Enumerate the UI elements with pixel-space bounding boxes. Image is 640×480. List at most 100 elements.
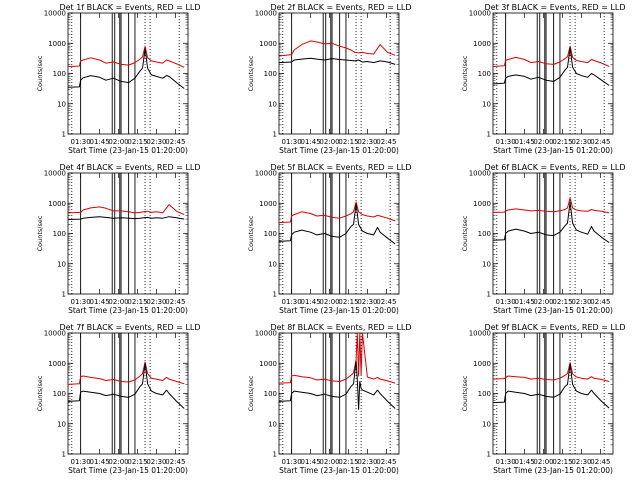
- x-tick-label: 02:00: [319, 458, 339, 466]
- y-tick-label: 100: [478, 70, 491, 78]
- x-axis-label: Start Time (23-Jan-15 01:20:00): [493, 306, 613, 315]
- x-tick-label: 02:45: [590, 458, 610, 466]
- y-tick-label: 10: [57, 100, 66, 108]
- x-axis-label: Start Time (23-Jan-15 01:20:00): [279, 146, 399, 155]
- x-tick-label: 01:30: [282, 458, 302, 466]
- x-tick-label: 02:00: [533, 138, 553, 146]
- lld-line: [493, 362, 610, 382]
- events-line: [279, 203, 396, 245]
- x-tick-label: 01:45: [514, 138, 534, 146]
- y-axis-label: Counts/sec: [461, 375, 469, 411]
- panel-title: Det 3f BLACK = Events, RED = LLD: [484, 3, 625, 12]
- x-axis-label: Start Time (23-Jan-15 01:20:00): [493, 466, 613, 475]
- x-tick-label: 01:45: [300, 138, 320, 146]
- x-tick-label: 02:00: [319, 298, 339, 306]
- x-tick-label: 02:30: [357, 138, 377, 146]
- x-tick-label: 02:45: [590, 138, 610, 146]
- x-tick-label: 01:30: [496, 458, 516, 466]
- events-line: [279, 57, 396, 65]
- x-tick-label: 02:15: [127, 138, 147, 146]
- x-axis-label: Start Time (23-Jan-15 01:20:00): [68, 466, 188, 475]
- plot-frame: [278, 332, 400, 455]
- lld-line: [279, 40, 396, 57]
- y-tick-label: 1000: [259, 200, 277, 208]
- y-axis-label: Counts/sec: [247, 215, 255, 251]
- x-tick-label: 02:00: [319, 138, 339, 146]
- x-tick-label: 02:30: [146, 298, 166, 306]
- x-tick-label: 01:45: [514, 458, 534, 466]
- lld-line: [68, 45, 185, 68]
- panel-title: Det 7f BLACK = Events, RED = LLD: [59, 323, 200, 332]
- panel-title: Det 9f BLACK = Events, RED = LLD: [484, 323, 625, 332]
- panel-title: Det 6f BLACK = Events, RED = LLD: [484, 163, 625, 172]
- y-axis-label: Counts/sec: [247, 55, 255, 91]
- x-tick-label: 01:30: [71, 138, 91, 146]
- x-tick-label: 02:30: [146, 458, 166, 466]
- x-tick-label: 02:15: [338, 138, 358, 146]
- x-tick-label: 01:30: [496, 138, 516, 146]
- x-tick-label: 02:45: [165, 298, 185, 306]
- x-tick-label: 02:45: [376, 298, 396, 306]
- detector-panel-2: Det 2f BLACK = Events, RED = LLD 1 10 100 10…: [247, 3, 412, 155]
- y-tick-label: 1: [62, 291, 66, 299]
- y-tick-label: 1: [273, 291, 277, 299]
- x-tick-label: 02:15: [338, 458, 358, 466]
- x-axis-label: Start Time (23-Jan-15 01:20:00): [68, 306, 188, 315]
- detector-panel-1: Det 1f BLACK = Events, RED = LLD 1 10 100 10…: [36, 3, 201, 155]
- lld-line: [279, 333, 396, 384]
- plot-frame: [67, 12, 189, 135]
- plot-frame: [67, 172, 189, 295]
- plot-frame: [278, 12, 400, 135]
- events-line: [279, 360, 396, 410]
- x-tick-label: 01:45: [300, 298, 320, 306]
- y-axis-label: Counts/sec: [461, 215, 469, 251]
- y-tick-label: 10: [482, 420, 491, 428]
- x-tick-label: 02:45: [590, 298, 610, 306]
- panel-title: Det 5f BLACK = Events, RED = LLD: [270, 163, 411, 172]
- lld-line: [493, 197, 610, 214]
- plot-frame: [492, 332, 614, 455]
- y-tick-label: 10000: [469, 330, 491, 338]
- x-tick-label: 02:45: [376, 138, 396, 146]
- panel-title: Det 8f BLACK = Events, RED = LLD: [270, 323, 411, 332]
- x-tick-label: 01:45: [89, 138, 109, 146]
- x-tick-label: 02:15: [552, 298, 572, 306]
- y-tick-label: 1000: [473, 40, 491, 48]
- y-axis-label: Counts/sec: [36, 55, 44, 91]
- x-tick-label: 02:45: [165, 138, 185, 146]
- y-tick-label: 10000: [44, 170, 66, 178]
- plot-frame: [492, 12, 614, 135]
- y-tick-label: 100: [264, 390, 277, 398]
- y-tick-label: 1: [487, 291, 491, 299]
- x-tick-label: 02:45: [376, 458, 396, 466]
- lld-line: [279, 201, 396, 224]
- y-tick-label: 10: [57, 260, 66, 268]
- x-tick-label: 01:30: [496, 298, 516, 306]
- y-tick-label: 10: [57, 420, 66, 428]
- lld-line: [68, 361, 185, 385]
- y-tick-label: 1000: [48, 40, 66, 48]
- x-tick-label: 02:30: [357, 298, 377, 306]
- detector-panel-8: Det 8f BLACK = Events, RED = LLD 1 10 100 10…: [247, 323, 412, 475]
- y-tick-label: 10000: [255, 330, 277, 338]
- y-tick-label: 1: [273, 451, 277, 459]
- x-tick-label: 02:00: [108, 298, 128, 306]
- x-axis-label: Start Time (23-Jan-15 01:20:00): [279, 306, 399, 315]
- y-tick-label: 1000: [473, 200, 491, 208]
- y-tick-label: 1000: [259, 40, 277, 48]
- y-tick-label: 10000: [44, 330, 66, 338]
- events-line: [493, 201, 610, 244]
- y-tick-label: 10000: [44, 10, 66, 18]
- x-tick-label: 01:45: [514, 298, 534, 306]
- y-tick-label: 10: [268, 260, 277, 268]
- y-axis-label: Counts/sec: [36, 375, 44, 411]
- x-tick-label: 02:30: [571, 138, 591, 146]
- y-tick-label: 1: [487, 451, 491, 459]
- y-tick-label: 100: [478, 390, 491, 398]
- lld-line: [68, 204, 185, 216]
- x-tick-label: 02:15: [127, 298, 147, 306]
- x-tick-label: 02:30: [146, 138, 166, 146]
- panel-title: Det 4f BLACK = Events, RED = LLD: [59, 163, 200, 172]
- y-tick-label: 100: [264, 70, 277, 78]
